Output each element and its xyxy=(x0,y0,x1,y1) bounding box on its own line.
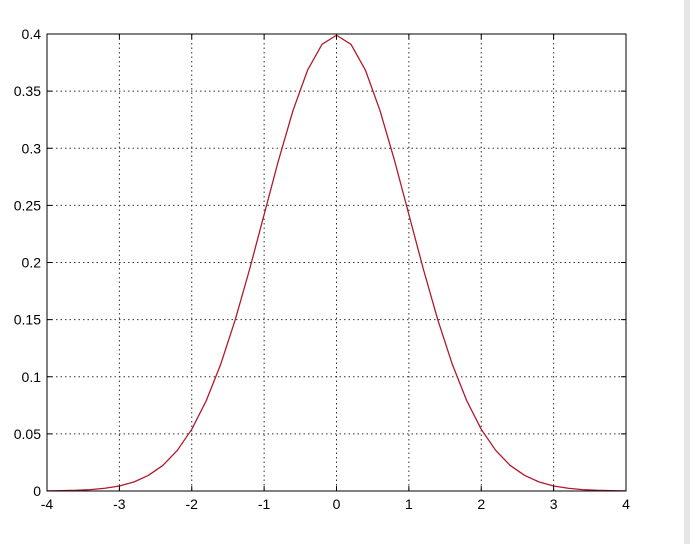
y-tick-label: 0.25 xyxy=(14,197,41,213)
x-tick-label: 0 xyxy=(333,496,341,512)
tick-labels: -4 -3 -2 -1 0 1 2 3 4 0 0.05 0.1 0.15 0.2 0.25 0.3 0.35 0… xyxy=(14,26,630,512)
x-tick-label: 1 xyxy=(405,496,413,512)
x-tick-label: 4 xyxy=(622,496,630,512)
y-tick-label: 0 xyxy=(33,483,41,499)
x-tick-label: -2 xyxy=(186,496,199,512)
x-tick-label: 2 xyxy=(477,496,485,512)
y-tick-label: 0.4 xyxy=(22,26,42,42)
window-edge xyxy=(684,0,690,544)
ticks xyxy=(46,33,627,492)
x-tick-label: -3 xyxy=(113,496,126,512)
y-tick-label: 0.15 xyxy=(14,312,41,328)
x-tick-label: 3 xyxy=(550,496,558,512)
y-tick-label: 0.2 xyxy=(22,255,42,271)
x-tick-label: -1 xyxy=(258,496,271,512)
y-tick-label: 0.3 xyxy=(22,140,42,156)
x-tick-label: -4 xyxy=(41,496,54,512)
y-tick-label: 0.35 xyxy=(14,83,41,99)
y-tick-label: 0.05 xyxy=(14,426,41,442)
y-tick-label: 0.1 xyxy=(22,369,42,385)
grid xyxy=(47,34,626,491)
